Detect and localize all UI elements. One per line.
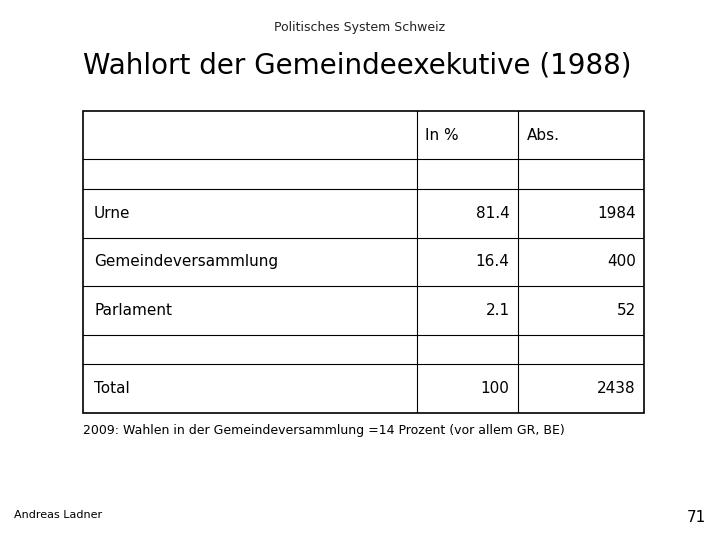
Text: 2438: 2438 (598, 381, 636, 396)
Text: 100: 100 (481, 381, 510, 396)
Text: Gemeindeversammlung: Gemeindeversammlung (94, 254, 278, 269)
Text: Abs.: Abs. (526, 127, 559, 143)
Text: Andreas Ladner: Andreas Ladner (14, 510, 102, 521)
Text: 81.4: 81.4 (476, 206, 510, 221)
Text: Wahlort der Gemeindeexekutive (1988): Wahlort der Gemeindeexekutive (1988) (83, 51, 631, 79)
Text: 71: 71 (686, 510, 706, 525)
Text: 2.1: 2.1 (485, 303, 510, 318)
Text: Total: Total (94, 381, 130, 396)
Text: 2009: Wahlen in der Gemeindeversammlung =14 Prozent (vor allem GR, BE): 2009: Wahlen in der Gemeindeversammlung … (83, 424, 564, 437)
Text: 16.4: 16.4 (476, 254, 510, 269)
Text: Politisches System Schweiz: Politisches System Schweiz (274, 21, 446, 33)
Text: 1984: 1984 (598, 206, 636, 221)
Text: 52: 52 (617, 303, 636, 318)
Text: Parlament: Parlament (94, 303, 172, 318)
Text: In %: In % (426, 127, 459, 143)
Text: Urne: Urne (94, 206, 130, 221)
Text: 400: 400 (607, 254, 636, 269)
